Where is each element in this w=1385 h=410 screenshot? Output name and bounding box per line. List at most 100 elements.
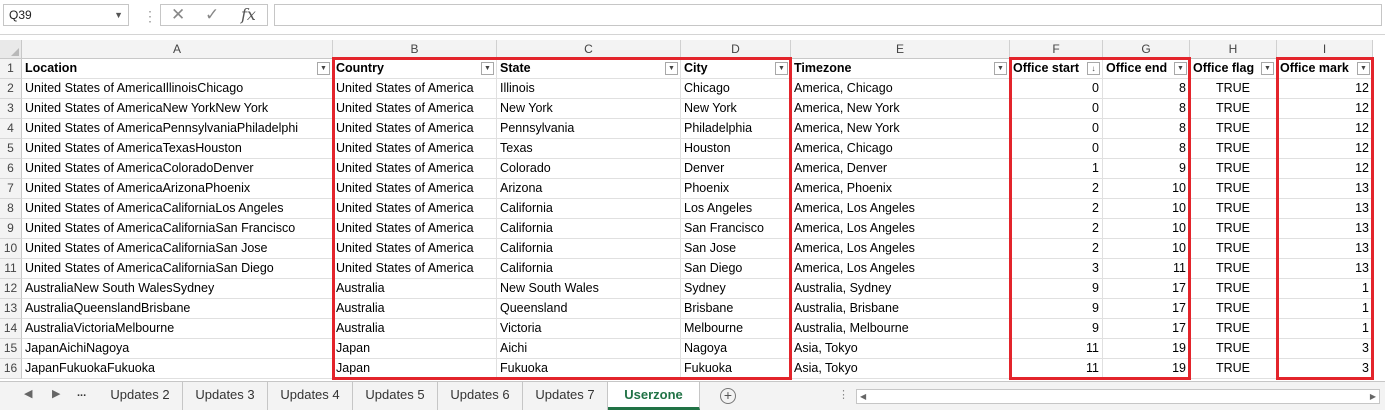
row-header-9[interactable]: 9 xyxy=(0,219,22,239)
table-cell[interactable]: 3 xyxy=(1277,359,1373,379)
table-cell[interactable]: 8 xyxy=(1103,119,1190,139)
table-cell[interactable]: TRUE xyxy=(1190,359,1277,379)
table-cell[interactable]: America, Los Angeles xyxy=(791,259,1010,279)
filter-dropdown-icon[interactable]: ▼ xyxy=(775,62,788,75)
table-cell[interactable]: JapanAichiNagoya xyxy=(22,339,333,359)
table-cell[interactable]: San Francisco xyxy=(681,219,791,239)
table-cell[interactable]: 13 xyxy=(1277,179,1373,199)
table-cell[interactable]: Brisbane xyxy=(681,299,791,319)
filter-dropdown-icon[interactable]: ▼ xyxy=(994,62,1007,75)
header-cell[interactable]: Office flag ▼ xyxy=(1190,59,1277,79)
table-cell[interactable]: United States of America xyxy=(333,159,497,179)
horizontal-scrollbar[interactable]: ◀ ▶ xyxy=(856,389,1380,404)
table-cell[interactable]: Fukuoka xyxy=(497,359,681,379)
row-header-14[interactable]: 14 xyxy=(0,319,22,339)
table-cell[interactable]: 13 xyxy=(1277,239,1373,259)
column-header-i[interactable]: I xyxy=(1277,40,1373,59)
header-cell[interactable]: Timezone ▼ xyxy=(791,59,1010,79)
table-cell[interactable]: 10 xyxy=(1103,199,1190,219)
table-cell[interactable]: United States of AmericaColoradoDenver xyxy=(22,159,333,179)
chevron-down-icon[interactable]: ▼ xyxy=(114,10,123,20)
row-header-15[interactable]: 15 xyxy=(0,339,22,359)
more-tabs-ellipsis[interactable]: ... xyxy=(77,387,87,399)
add-sheet-icon[interactable]: + xyxy=(720,388,736,404)
column-header-c[interactable]: C xyxy=(497,40,681,59)
column-header-b[interactable]: B xyxy=(333,40,497,59)
table-cell[interactable]: 12 xyxy=(1277,99,1373,119)
table-cell[interactable]: Victoria xyxy=(497,319,681,339)
formula-input[interactable] xyxy=(274,4,1382,26)
table-cell[interactable]: Sydney xyxy=(681,279,791,299)
table-cell[interactable]: 9 xyxy=(1010,279,1103,299)
row-header-10[interactable]: 10 xyxy=(0,239,22,259)
table-cell[interactable]: United States of America xyxy=(333,259,497,279)
table-cell[interactable]: United States of AmericaNew YorkNew York xyxy=(22,99,333,119)
table-cell[interactable]: 10 xyxy=(1103,179,1190,199)
table-cell[interactable]: Australia, Brisbane xyxy=(791,299,1010,319)
table-cell[interactable]: 1 xyxy=(1010,159,1103,179)
table-cell[interactable]: AustraliaQueenslandBrisbane xyxy=(22,299,333,319)
table-cell[interactable]: Fukuoka xyxy=(681,359,791,379)
table-cell[interactable]: United States of AmericaCaliforniaLos An… xyxy=(22,199,333,219)
table-cell[interactable]: United States of America xyxy=(333,119,497,139)
table-cell[interactable]: Denver xyxy=(681,159,791,179)
column-header-d[interactable]: D xyxy=(681,40,791,59)
table-cell[interactable]: United States of America xyxy=(333,199,497,219)
table-cell[interactable]: JapanFukuokaFukuoka xyxy=(22,359,333,379)
header-cell[interactable]: Location ▼ xyxy=(22,59,333,79)
table-cell[interactable]: TRUE xyxy=(1190,219,1277,239)
table-cell[interactable]: United States of AmericaTexasHouston xyxy=(22,139,333,159)
table-cell[interactable]: 1 xyxy=(1277,299,1373,319)
tab-scroll-prev-icon[interactable]: ◀ xyxy=(24,388,33,400)
row-header-12[interactable]: 12 xyxy=(0,279,22,299)
table-cell[interactable]: San Jose xyxy=(681,239,791,259)
table-cell[interactable]: TRUE xyxy=(1190,159,1277,179)
more-icon[interactable]: ⋮ xyxy=(143,8,157,24)
filter-dropdown-icon[interactable]: ▼ xyxy=(1174,62,1187,75)
table-cell[interactable]: United States of AmericaCaliforniaSan Fr… xyxy=(22,219,333,239)
table-cell[interactable]: Queensland xyxy=(497,299,681,319)
table-cell[interactable]: United States of AmericaCaliforniaSan Di… xyxy=(22,259,333,279)
table-cell[interactable]: United States of AmericaCaliforniaSan Jo… xyxy=(22,239,333,259)
table-cell[interactable]: 12 xyxy=(1277,159,1373,179)
sheet-tab-updates-5[interactable]: Updates 5 xyxy=(353,382,438,410)
sheet-tab-updates-7[interactable]: Updates 7 xyxy=(523,382,608,410)
table-cell[interactable]: 13 xyxy=(1277,219,1373,239)
table-cell[interactable]: 10 xyxy=(1103,219,1190,239)
table-cell[interactable]: United States of America xyxy=(333,99,497,119)
filter-dropdown-icon[interactable]: ▼ xyxy=(1357,62,1370,75)
table-cell[interactable]: 12 xyxy=(1277,119,1373,139)
table-cell[interactable]: 17 xyxy=(1103,319,1190,339)
table-cell[interactable]: Houston xyxy=(681,139,791,159)
row-header-3[interactable]: 3 xyxy=(0,99,22,119)
table-cell[interactable]: America, New York xyxy=(791,99,1010,119)
table-cell[interactable]: 0 xyxy=(1010,79,1103,99)
table-cell[interactable]: San Diego xyxy=(681,259,791,279)
table-cell[interactable]: United States of America xyxy=(333,139,497,159)
header-cell[interactable]: State ▼ xyxy=(497,59,681,79)
table-cell[interactable]: New York xyxy=(681,99,791,119)
table-cell[interactable]: TRUE xyxy=(1190,279,1277,299)
table-cell[interactable]: 2 xyxy=(1010,239,1103,259)
table-cell[interactable]: 9 xyxy=(1010,319,1103,339)
table-cell[interactable]: 0 xyxy=(1010,139,1103,159)
table-cell[interactable]: California xyxy=(497,259,681,279)
table-cell[interactable]: Australia xyxy=(333,279,497,299)
table-cell[interactable]: Arizona xyxy=(497,179,681,199)
table-cell[interactable]: 11 xyxy=(1010,339,1103,359)
filter-dropdown-icon[interactable]: ▼ xyxy=(317,62,330,75)
row-header-6[interactable]: 6 xyxy=(0,159,22,179)
filter-dropdown-icon[interactable]: ▼ xyxy=(481,62,494,75)
table-cell[interactable]: Asia, Tokyo xyxy=(791,359,1010,379)
table-cell[interactable]: TRUE xyxy=(1190,99,1277,119)
table-cell[interactable]: Texas xyxy=(497,139,681,159)
table-cell[interactable]: 3 xyxy=(1277,339,1373,359)
table-cell[interactable]: 9 xyxy=(1010,299,1103,319)
table-cell[interactable]: 11 xyxy=(1010,359,1103,379)
table-cell[interactable]: TRUE xyxy=(1190,319,1277,339)
table-cell[interactable]: New York xyxy=(497,99,681,119)
table-cell[interactable]: United States of America xyxy=(333,239,497,259)
table-cell[interactable]: TRUE xyxy=(1190,139,1277,159)
table-cell[interactable]: 13 xyxy=(1277,259,1373,279)
table-cell[interactable]: California xyxy=(497,199,681,219)
